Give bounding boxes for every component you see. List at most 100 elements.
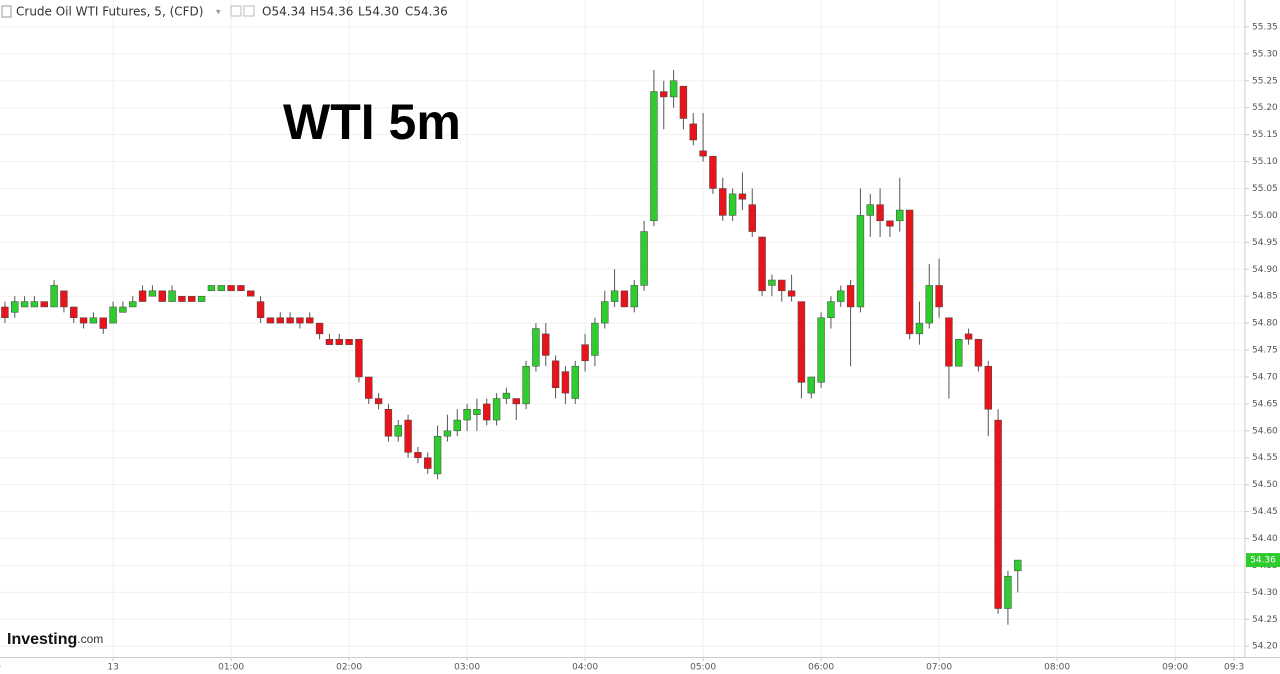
x-tick-label: 08:00 — [1044, 663, 1070, 673]
candle-body — [719, 188, 727, 216]
y-tick-label: 54.25 — [1252, 615, 1278, 625]
candle-body — [99, 317, 107, 329]
candle-body — [276, 317, 284, 324]
candle-body — [296, 317, 304, 324]
x-axis: 00 13 01:00 02:00 03:00 04:00 05:00 06:00 07:00 0… — [0, 657, 1244, 673]
y-tick-label: 55.20 — [1252, 103, 1278, 113]
candle-body — [374, 398, 383, 405]
ohlc-low: L54.30 — [358, 5, 399, 19]
y-tick-label: 55.10 — [1252, 157, 1278, 167]
logo-suffix: .com — [77, 632, 103, 646]
candle-body — [217, 285, 225, 292]
ohlc-high: H54.36 — [310, 5, 353, 19]
candle-body — [424, 457, 432, 469]
candle-body — [355, 339, 363, 378]
y-axis: 54.2054.2554.3054.3554.4054.4554.5054.55… — [1245, 22, 1280, 652]
y-tick-label: 54.90 — [1252, 265, 1278, 275]
candle-body — [168, 290, 176, 302]
x-tick-label: 01:00 — [218, 663, 244, 673]
candle-body — [492, 398, 501, 421]
candle-body — [551, 360, 560, 388]
candle-body — [453, 419, 461, 432]
x-tick-label: 03:00 — [454, 663, 480, 673]
candle-body — [738, 193, 747, 200]
y-tick-label: 55.25 — [1252, 76, 1278, 86]
candle-body — [699, 150, 707, 157]
candle-body — [335, 339, 343, 345]
y-tick-label: 54.40 — [1252, 534, 1278, 544]
candle-body — [463, 409, 471, 421]
candle-body — [630, 285, 638, 308]
collapse-icon[interactable] — [1, 5, 12, 18]
candle-body — [345, 339, 353, 345]
y-tick-label: 55.05 — [1252, 184, 1278, 194]
candle-body — [483, 403, 491, 421]
candle-body — [925, 285, 933, 324]
candle-body — [138, 290, 147, 302]
candle-body — [227, 285, 235, 292]
logo-brand: Investing — [7, 631, 77, 648]
candle-body — [1014, 559, 1022, 572]
y-tick-label: 55.00 — [1252, 211, 1278, 221]
candle-body — [561, 371, 570, 394]
candle-body — [20, 301, 29, 308]
candle-body — [778, 279, 786, 292]
y-tick-label: 54.50 — [1252, 480, 1278, 490]
candle-body — [197, 295, 206, 302]
candle-body — [640, 231, 648, 286]
candle-body — [797, 301, 806, 383]
candle-body — [433, 435, 442, 475]
chart-title: WTI 5m — [283, 94, 461, 150]
ohlc-open: O54.34 — [262, 5, 306, 19]
candle-body — [689, 123, 697, 141]
candle-body — [827, 301, 835, 318]
grid — [0, 0, 1245, 657]
candle-body — [70, 306, 78, 318]
y-tick-label: 54.65 — [1252, 399, 1278, 409]
candle-body — [610, 290, 619, 302]
candle-body — [178, 295, 186, 302]
x-tick-label: 06:00 — [808, 663, 834, 673]
candle-body — [414, 452, 422, 458]
candle-body — [974, 339, 983, 367]
candle-body — [709, 155, 717, 189]
candle-body — [79, 317, 88, 324]
icon[interactable] — [230, 5, 242, 17]
candle-body — [856, 215, 865, 308]
y-tick-label: 54.75 — [1252, 346, 1278, 356]
candle-body — [247, 290, 255, 297]
dropdown[interactable]: ▾ — [216, 8, 221, 18]
last-price-box — [1246, 553, 1280, 568]
candle-body — [11, 301, 19, 313]
x-tick-label: 04:00 — [572, 663, 598, 673]
x-tick-label: 00 — [0, 663, 1, 673]
candle-body — [807, 376, 815, 394]
candle-body — [50, 285, 58, 308]
candle-body — [905, 209, 914, 335]
candle-body — [748, 204, 756, 232]
x-tick-label: 05:00 — [690, 663, 716, 673]
candle-body — [915, 322, 924, 335]
candle-body — [768, 279, 776, 286]
candle-body — [935, 285, 943, 308]
candle-body — [837, 290, 845, 302]
icon[interactable] — [243, 5, 255, 17]
candle-body — [591, 322, 599, 356]
candle-body — [571, 365, 579, 399]
last-price-label: 54.36 — [1250, 556, 1276, 566]
candle-body — [601, 301, 609, 324]
candle-body — [473, 409, 481, 415]
symbol: Crude Oil WTI Futures, 5, (CFD) — [16, 5, 203, 19]
x-tick-label: 07:00 — [926, 663, 952, 673]
x-tick-label: 13 — [107, 663, 118, 673]
candle-body — [286, 317, 294, 324]
candle-body — [758, 236, 766, 292]
y-tick-label: 54.85 — [1252, 292, 1278, 302]
candle-body — [994, 419, 1002, 609]
candle-body — [542, 333, 550, 356]
candle-body — [89, 317, 98, 324]
candle-body — [237, 285, 245, 292]
candle-body — [158, 290, 166, 302]
candle-body — [30, 301, 39, 308]
